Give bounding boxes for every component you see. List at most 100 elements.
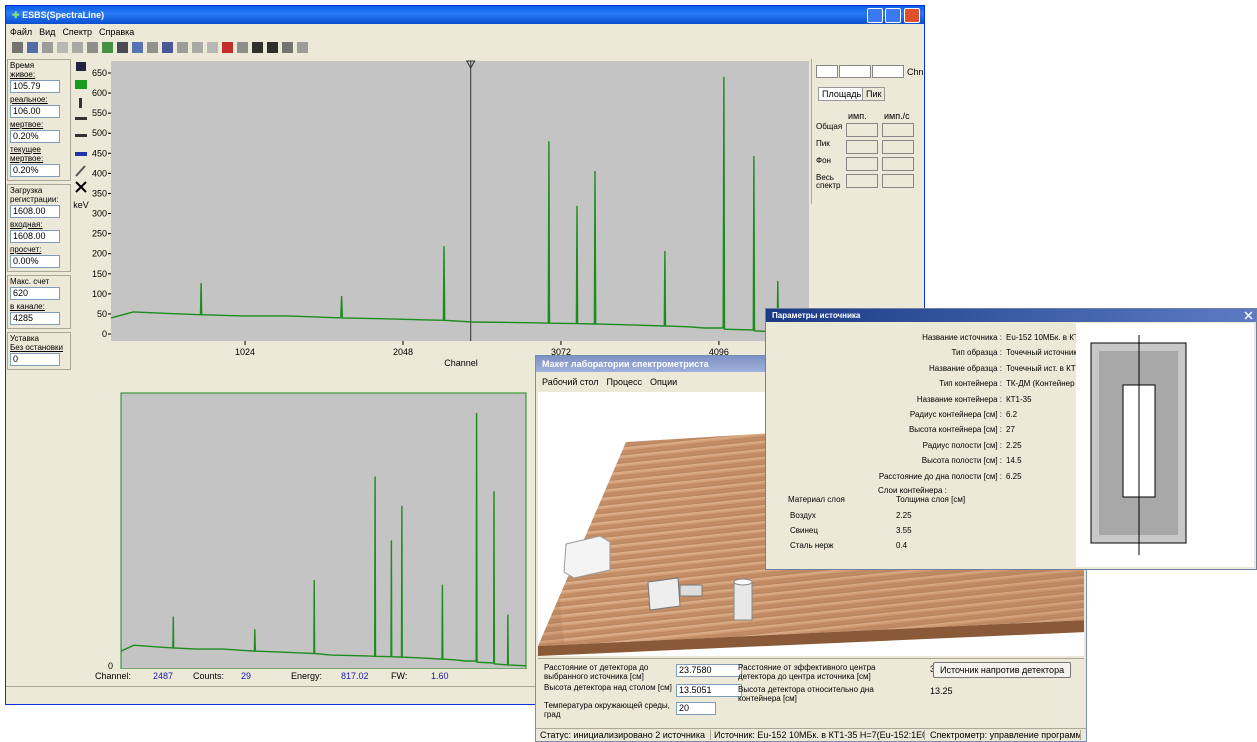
value-box: [882, 140, 914, 154]
field-label: Расстояние от эффективного центра детект…: [738, 663, 876, 681]
value-box: [846, 140, 878, 154]
menu-item[interactable]: Файл: [10, 27, 33, 37]
kev-button[interactable]: keV: [73, 200, 89, 210]
row-label: Общая: [816, 122, 843, 131]
field-value[interactable]: 23.7580: [676, 664, 742, 677]
column-header: имп./с: [884, 111, 910, 121]
field-value[interactable]: 13.5051: [676, 684, 742, 697]
field-value[interactable]: 620: [10, 287, 60, 300]
field-value[interactable]: 105.79: [10, 80, 60, 93]
row-label: Фон: [816, 156, 831, 165]
toolbar-button[interactable]: [132, 42, 143, 53]
menu-item[interactable]: Рабочий стол: [542, 377, 599, 387]
y-tick-label: 550: [92, 108, 107, 118]
field-label: мертвое:: [10, 120, 44, 129]
tab[interactable]: Пик: [862, 87, 886, 101]
x-tick-label: 4096: [709, 347, 729, 357]
toolbar-button[interactable]: [102, 42, 113, 53]
menu-item[interactable]: Справка: [98, 27, 135, 37]
param-value: 2.25: [1006, 440, 1022, 450]
layer-cell: Свинец: [790, 526, 818, 535]
group-title: Уставка: [10, 334, 39, 343]
toolbar-button[interactable]: [117, 42, 128, 53]
toolbar-button[interactable]: [147, 42, 158, 53]
toolbar-button[interactable]: [237, 42, 248, 53]
title-bar: ✚ ESBS(SpectraLine): [6, 6, 924, 24]
window-title: Макет лаборатории спектрометриста: [542, 359, 709, 369]
tool-icon[interactable]: [75, 152, 87, 156]
toolbar-button[interactable]: [27, 42, 38, 53]
y-tick-label: 400: [92, 168, 107, 178]
menu-item[interactable]: Спектр: [62, 27, 92, 37]
x-tick-label: 1024: [235, 347, 255, 357]
close-button[interactable]: [1244, 311, 1253, 320]
toolbar-button[interactable]: [72, 42, 83, 53]
maximize-button[interactable]: [885, 8, 902, 23]
toolbar-button[interactable]: [192, 42, 203, 53]
param-label: Тип образца :: [951, 348, 1002, 358]
field-label: Температура окружающей среды, град: [544, 701, 670, 719]
param-value: КТ1-35: [1006, 394, 1032, 404]
toolbar-button[interactable]: [87, 42, 98, 53]
tool-icon[interactable]: [76, 62, 86, 71]
tool-icon[interactable]: [75, 117, 87, 120]
tool-icon[interactable]: [75, 181, 87, 193]
field-value[interactable]: 20: [676, 702, 716, 715]
field-value[interactable]: 0: [10, 353, 60, 366]
field-value[interactable]: 106.00: [10, 105, 60, 118]
panel-group: Уставка Без остановки 0: [7, 332, 71, 370]
plot-area: [120, 392, 527, 669]
menu-item[interactable]: Опции: [650, 377, 678, 387]
layer-cell: 0.4: [896, 541, 908, 550]
minimize-button[interactable]: [866, 8, 883, 23]
toolbar-button[interactable]: [297, 42, 308, 53]
source-window: Параметры источника Название источника :…: [765, 308, 1257, 570]
toolbar-button[interactable]: [162, 42, 173, 53]
row-label: Пик: [816, 139, 830, 148]
tool-icon[interactable]: [75, 80, 87, 89]
field-value[interactable]: 0.20%: [10, 164, 60, 177]
window-controls[interactable]: [866, 8, 920, 25]
toolbar-button[interactable]: [252, 42, 263, 53]
menu-item[interactable]: Вид: [39, 27, 56, 37]
button[interactable]: Источник напротив детектора: [933, 662, 1072, 678]
table-edge: [538, 620, 1084, 656]
param-value: ТК-ДМ (Контейнер без тары): [1006, 379, 1113, 389]
status-cell: Спектрометр: управление программное: [930, 730, 1081, 740]
right-panel: Chn Площадь Пик имп. имп./с Общая Пик Фон Весь с…: [811, 59, 924, 204]
param-label: Радиус контейнера [см] :: [909, 410, 1002, 419]
detector: [679, 584, 703, 597]
field-value[interactable]: 1608.00: [10, 205, 60, 218]
tool-icon[interactable]: [75, 134, 87, 137]
param-label: Название контейнера :: [916, 394, 1002, 404]
tab[interactable]: Площадь: [818, 87, 866, 101]
window-title: Параметры источника: [772, 311, 861, 320]
toolbar-button[interactable]: [222, 42, 233, 53]
x-axis-label: Channel: [444, 358, 478, 368]
y-tick-label: 450: [92, 148, 107, 158]
readout-value: 29: [241, 671, 252, 681]
toolbar-button[interactable]: [267, 42, 278, 53]
tool-icon[interactable]: [79, 98, 82, 108]
lab-status-bar: Статус: инициализировано 2 источника Исто…: [536, 728, 1086, 741]
tool-icon[interactable]: [75, 165, 86, 177]
toolbar-button[interactable]: [57, 42, 68, 53]
field-value[interactable]: 1608.00: [10, 230, 60, 243]
toolbar-button[interactable]: [282, 42, 293, 53]
y-tick-label: 250: [92, 229, 107, 239]
toolbar-button[interactable]: [42, 42, 53, 53]
side-tool-icons: keV: [73, 62, 89, 210]
close-button[interactable]: [904, 8, 920, 23]
toolbar-button[interactable]: [177, 42, 188, 53]
menu-item[interactable]: Процесс: [606, 377, 643, 387]
field-value[interactable]: 0.00%: [10, 255, 60, 268]
field-value[interactable]: 4285: [10, 312, 60, 325]
field-value[interactable]: 0.20%: [10, 130, 60, 143]
spectrum-plot: 0 50 100 150 200 250 300 350 400 450 500 550 600 650 1…: [92, 60, 810, 368]
value-box: [882, 157, 914, 171]
toolbar-button[interactable]: [12, 42, 23, 53]
menu-bar: Файл Вид Спектр Справка: [10, 27, 141, 37]
toolbar-button[interactable]: [207, 42, 218, 53]
group-title: Загрузка регистрации:: [10, 186, 59, 204]
param-value: 6.25: [1006, 471, 1022, 481]
